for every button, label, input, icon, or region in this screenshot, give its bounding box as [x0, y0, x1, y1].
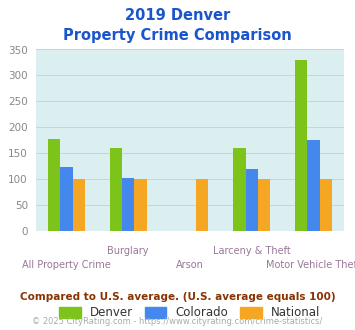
Text: Burglary: Burglary — [108, 246, 149, 255]
Bar — [307, 140, 320, 231]
Text: © 2025 CityRating.com - https://www.cityrating.com/crime-statistics/: © 2025 CityRating.com - https://www.city… — [32, 317, 323, 326]
Bar — [134, 179, 147, 231]
Bar — [60, 167, 72, 231]
Bar — [196, 179, 208, 231]
Legend: Denver, Colorado, National: Denver, Colorado, National — [59, 307, 321, 319]
Text: All Property Crime: All Property Crime — [22, 259, 111, 270]
Bar — [110, 148, 122, 231]
Bar — [320, 179, 332, 231]
Bar — [48, 139, 60, 231]
Bar — [258, 179, 270, 231]
Text: Larceny & Theft: Larceny & Theft — [213, 246, 291, 255]
Bar — [246, 169, 258, 231]
Text: Motor Vehicle Theft: Motor Vehicle Theft — [266, 259, 355, 270]
Text: Compared to U.S. average. (U.S. average equals 100): Compared to U.S. average. (U.S. average … — [20, 292, 335, 302]
Text: Arson: Arson — [176, 259, 204, 270]
Bar — [233, 148, 246, 231]
Bar — [295, 60, 307, 231]
Text: Property Crime Comparison: Property Crime Comparison — [63, 28, 292, 43]
Bar — [72, 179, 85, 231]
Bar — [122, 178, 134, 231]
Text: 2019 Denver: 2019 Denver — [125, 8, 230, 23]
